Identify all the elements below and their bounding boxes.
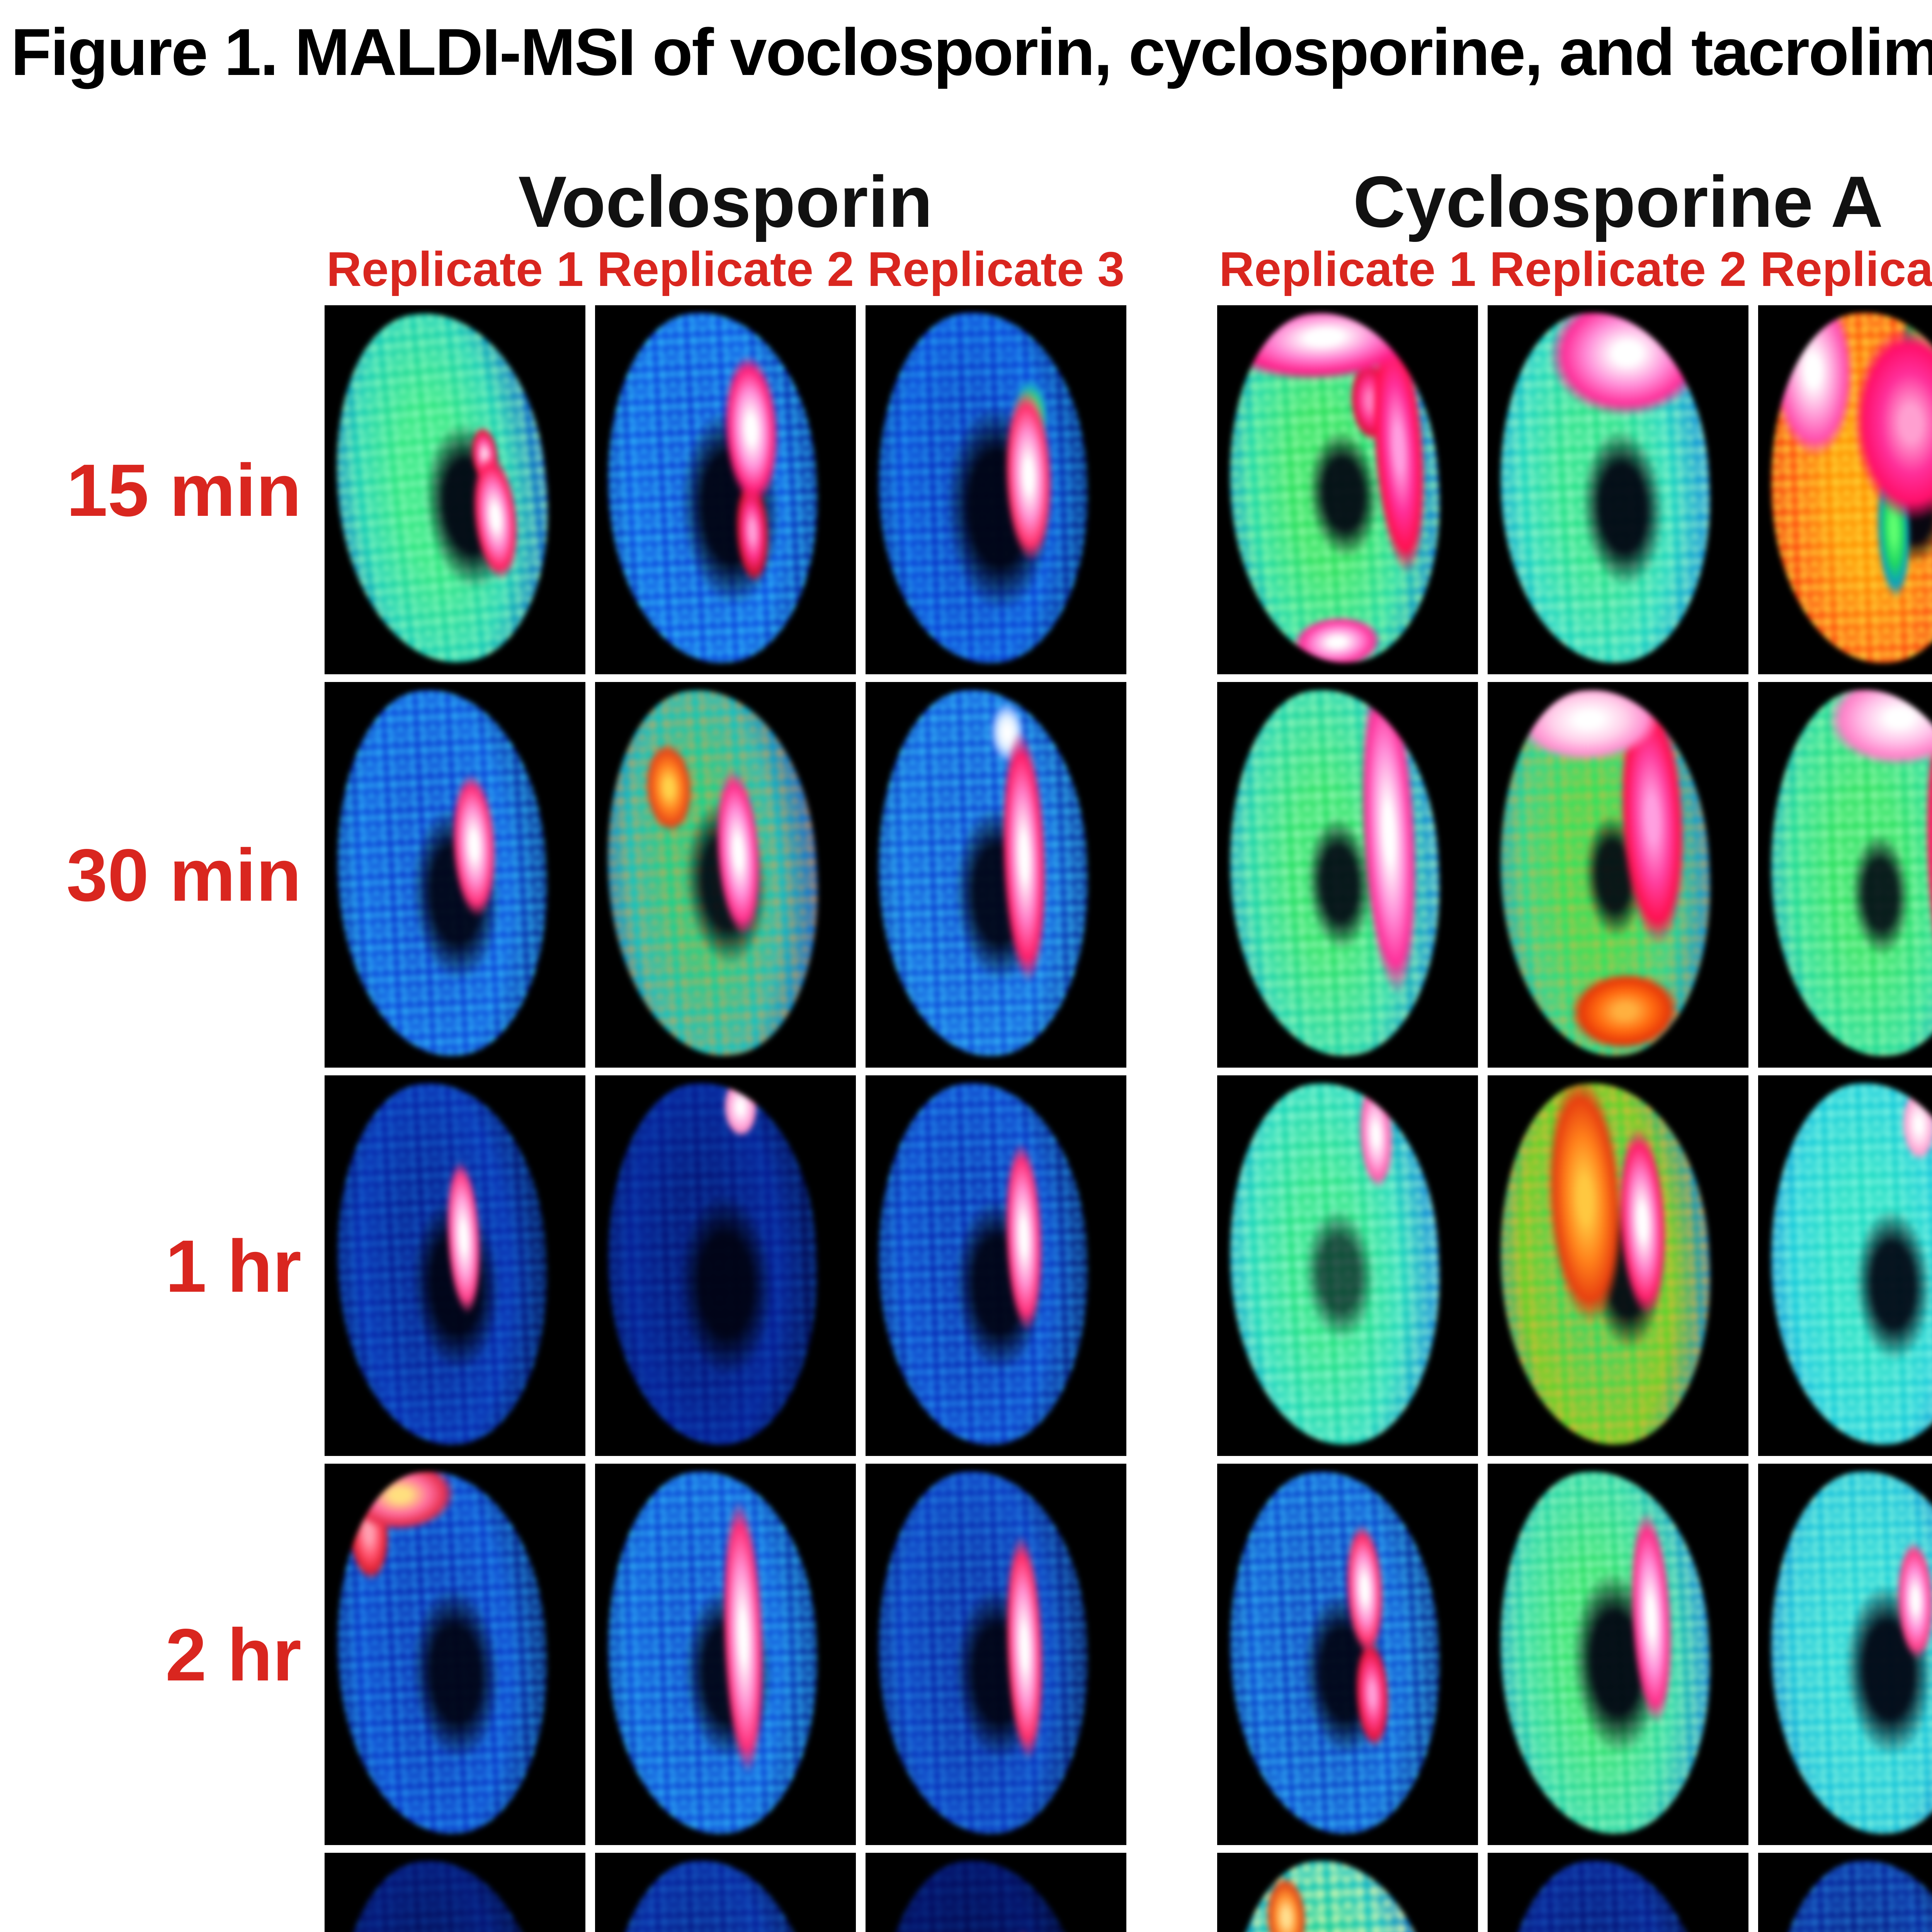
- kidney-image: [1218, 306, 1451, 670]
- kidney-panel: [595, 682, 856, 1068]
- replicate-label: Replicate 2: [1489, 242, 1747, 296]
- kidney-image: [602, 1079, 823, 1448]
- time-label: 15 min: [66, 449, 301, 532]
- kidney-panel: [1217, 1464, 1478, 1845]
- kidney-image: [1765, 686, 1932, 1060]
- kidney-panel: [595, 1853, 856, 1932]
- kidney-panel: [1488, 1853, 1748, 1932]
- kidney-panel: [1758, 1464, 1932, 1845]
- kidney-image: [1221, 1078, 1448, 1450]
- kidney-panel: [866, 1853, 1126, 1932]
- group-header-cyclosporine-a: Cyclosporine A: [1353, 161, 1883, 242]
- kidney-image: [328, 1855, 556, 1932]
- kidney-panel: [1758, 1853, 1932, 1932]
- kidney-panel: [325, 1075, 585, 1456]
- kidney-panel: [325, 1853, 585, 1932]
- kidney-panel: [866, 682, 1126, 1068]
- kidney-panel: [1217, 1853, 1478, 1932]
- kidney-panel: [1217, 305, 1478, 674]
- time-label: 1 hr: [165, 1225, 301, 1308]
- kidney-image: [1221, 1855, 1449, 1932]
- kidney-image: [599, 307, 826, 668]
- kidney-panel: [866, 1464, 1126, 1845]
- replicate-label: Replicate 1: [326, 242, 584, 296]
- kidney-image: [872, 309, 1094, 667]
- kidney-image: [325, 305, 564, 673]
- group-header-voclosporin: Voclosporin: [518, 161, 933, 242]
- kidney-panel: [1217, 1075, 1478, 1456]
- kidney-panel: [1217, 682, 1478, 1068]
- kidney-panel: [1488, 1464, 1748, 1845]
- kidney-image: [1491, 1466, 1719, 1839]
- kidney-panel: [1758, 305, 1932, 674]
- kidney-image: [602, 1468, 823, 1837]
- kidney-image: [602, 1857, 823, 1932]
- replicate-label: Replicate 1: [1219, 242, 1476, 296]
- kidney-panel: [1488, 682, 1748, 1068]
- replicate-label: Replicate 2: [597, 242, 854, 296]
- kidney-image: [328, 1466, 556, 1839]
- kidney-panel: [1758, 682, 1932, 1068]
- kidney-image: [595, 683, 830, 1063]
- kidney-panel: [866, 305, 1126, 674]
- time-label: 30 min: [66, 833, 301, 917]
- replicate-label: Replicate 3: [867, 242, 1125, 296]
- kidney-panel: [1488, 1075, 1748, 1456]
- kidney-image: [1221, 684, 1449, 1061]
- kidney-image: [1765, 309, 1932, 667]
- kidney-image: [328, 1078, 556, 1450]
- time-label: 2 hr: [165, 1613, 301, 1696]
- kidney-panel: [595, 305, 856, 674]
- kidney-panel: [325, 305, 585, 674]
- figure-title: Figure 1. MALDI-MSI of voclosporin, cycl…: [11, 15, 1932, 89]
- kidney-image: [1491, 1078, 1719, 1450]
- kidney-image: [1494, 1857, 1716, 1932]
- kidney-image: [328, 684, 556, 1061]
- kidney-image: [1765, 1468, 1932, 1837]
- replicate-label: Replicate 3: [1760, 242, 1932, 296]
- kidney-panel: [1758, 1075, 1932, 1456]
- kidney-panel: [325, 1464, 585, 1845]
- kidney-image: [872, 1857, 1094, 1932]
- kidney-image: [872, 1468, 1094, 1837]
- kidney-image: [1491, 684, 1719, 1061]
- kidney-image: [1492, 307, 1719, 668]
- kidney-image: [1765, 1079, 1932, 1448]
- kidney-panel: [866, 1075, 1126, 1456]
- kidney-image: [872, 686, 1094, 1060]
- kidney-panel: [595, 1464, 856, 1845]
- kidney-image: [872, 1079, 1094, 1448]
- kidney-panel: [595, 1075, 856, 1456]
- kidney-panel: [1488, 305, 1748, 674]
- kidney-image: [1765, 1857, 1932, 1932]
- kidney-image: [1221, 1466, 1448, 1839]
- kidney-panel: [325, 682, 585, 1068]
